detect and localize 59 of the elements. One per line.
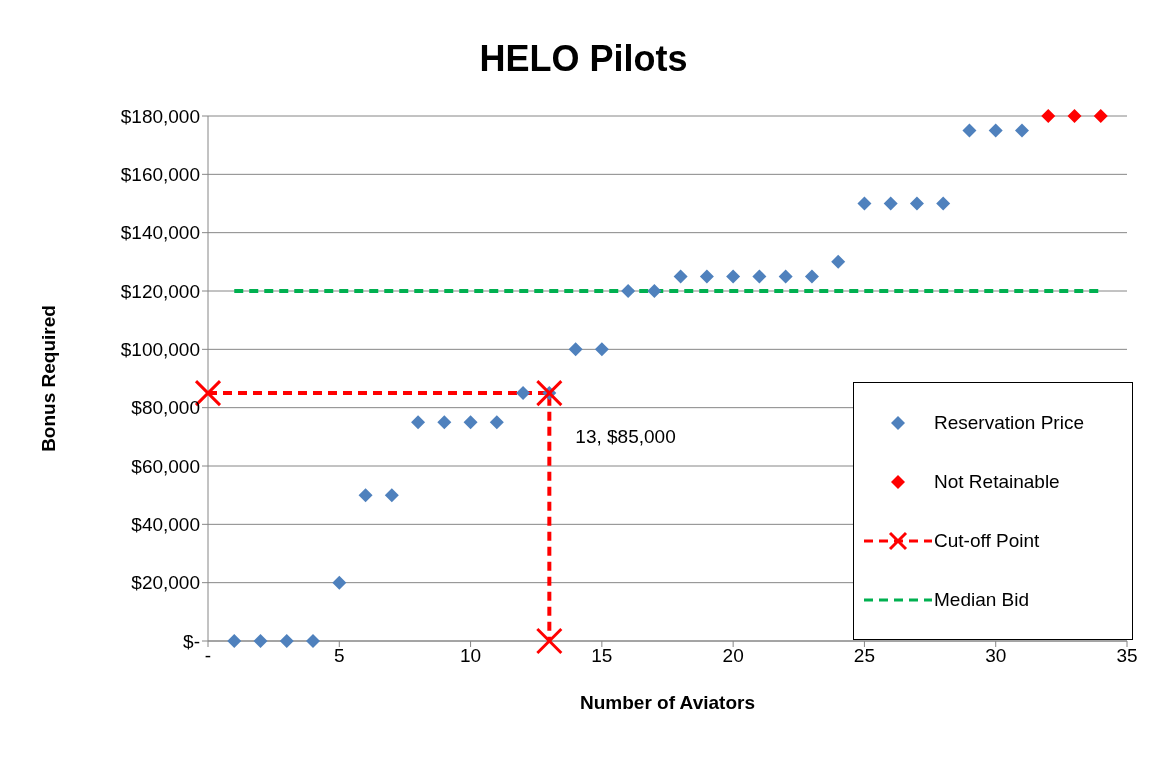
point [909, 196, 924, 211]
point [279, 634, 294, 648]
point [516, 386, 531, 401]
point [752, 269, 767, 284]
y-tick-label: $20,000 [131, 572, 200, 594]
point [883, 196, 898, 211]
point [936, 196, 951, 211]
point [463, 415, 478, 430]
x-tick-label: 15 [591, 645, 613, 667]
y-tick-label: $40,000 [131, 514, 200, 536]
point [647, 284, 662, 298]
y-tick-label: $80,000 [131, 397, 200, 419]
y-tick-label: $140,000 [120, 222, 200, 244]
x-tick-label: - [204, 645, 212, 667]
point [857, 196, 872, 211]
legend-label: Reservation Price [934, 411, 1084, 434]
point [726, 269, 741, 284]
point [988, 123, 1003, 138]
point [437, 415, 452, 430]
point [699, 269, 714, 284]
point [1067, 109, 1082, 123]
legend-label: Median Bid [934, 588, 1030, 611]
point [594, 342, 609, 357]
y-tick-label: $120,000 [120, 280, 200, 302]
x-axis-title: Number of Aviators [580, 692, 755, 713]
annotation: 13, $85,000 [575, 426, 676, 448]
point [568, 342, 583, 357]
point [831, 254, 846, 269]
point [411, 415, 426, 430]
point [1014, 123, 1029, 138]
x-tick-label: 35 [1116, 645, 1138, 667]
x-tick-label: 20 [722, 645, 744, 667]
point [778, 269, 793, 284]
point [253, 634, 268, 648]
point [227, 634, 242, 648]
point [621, 284, 636, 298]
point [489, 415, 504, 430]
y-axis-title: Bonus Required [37, 305, 59, 452]
point [962, 123, 977, 138]
legend-label: Not Retainable [934, 470, 1060, 493]
y-tick-label: $- [183, 630, 200, 652]
point [358, 488, 373, 503]
point [673, 269, 688, 284]
y-tick-label: $60,000 [131, 455, 200, 477]
x-tick-label: 25 [853, 645, 875, 667]
point [384, 488, 399, 503]
y-tick-label: $160,000 [120, 164, 200, 186]
chart-title: HELO Pilots [478, 38, 689, 80]
x-tick-label: 10 [460, 645, 482, 667]
legend-label: Cut-off Point [934, 529, 1040, 552]
point [1093, 109, 1108, 123]
point [1041, 109, 1056, 123]
x-tick-label: 5 [334, 645, 345, 667]
y-tick-label: $180,000 [120, 105, 200, 127]
y-tick-label: $100,000 [120, 339, 200, 361]
x-tick-label: 30 [985, 645, 1007, 667]
point [804, 269, 819, 284]
point [332, 575, 347, 590]
point [306, 634, 321, 648]
